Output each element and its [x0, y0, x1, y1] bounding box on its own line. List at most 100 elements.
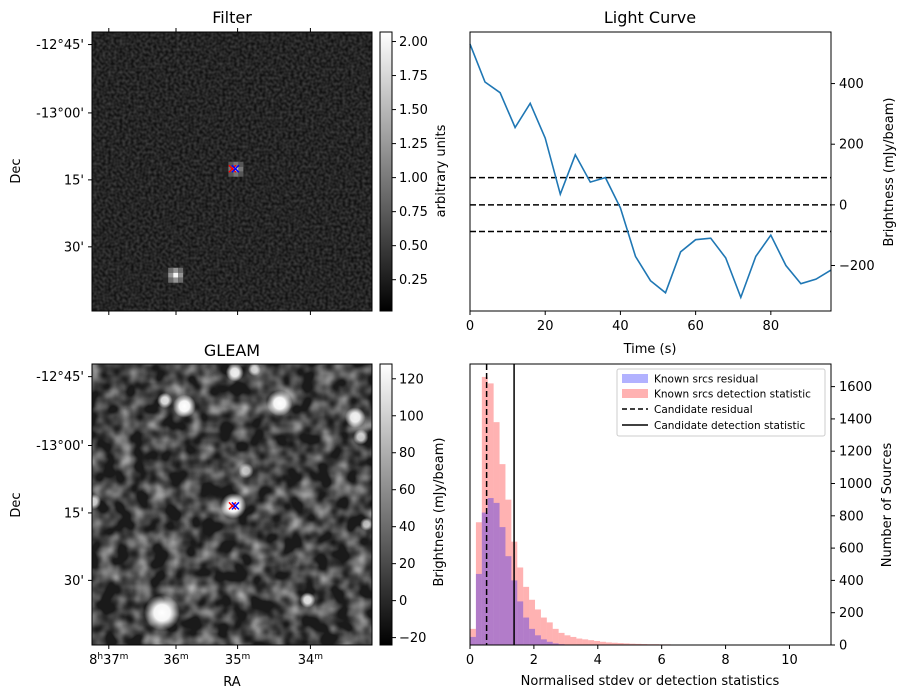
legend-label-candidate-residual: Candidate residual [654, 404, 753, 416]
histogram-bar-residual-13 [546, 641, 553, 645]
histogram-bar-detection-19 [582, 639, 589, 645]
histogram-bar-residual-6 [505, 556, 512, 645]
histogram-ytick-label-0: 0 [839, 639, 847, 654]
histogram-ytick-label-2: 400 [839, 574, 864, 589]
light-curve-xlabel: Time (s) [623, 342, 677, 357]
gleam-source-7 [238, 463, 254, 479]
histogram-bar-detection-20 [588, 640, 595, 645]
filter-ytick-label-0: -12°45' [36, 38, 84, 53]
histogram-bar-detection-1 [475, 522, 482, 645]
gleam-source-3 [266, 390, 293, 417]
filter-marker-red-x [228, 164, 237, 173]
histogram-bar-residual-14 [552, 643, 559, 645]
gleam-source-2 [172, 394, 196, 418]
filter-ytick-label-2: 15' [64, 173, 84, 188]
gleam-source-5 [344, 407, 366, 428]
filter-colorbar-label: arbitrary units [434, 124, 449, 217]
gleam-cb-tick-label-6: 100 [399, 409, 424, 424]
gleam-axes-frame [91, 363, 373, 646]
legend-label-candidate-detection: Candidate detection statistic [654, 420, 806, 432]
filter-cb-tick-label-2: 0.75 [399, 205, 428, 220]
histogram-bar-residual-9 [523, 617, 530, 645]
gleam-xtick-label-0: 8h37m [89, 652, 128, 668]
histogram-axes-frame [469, 363, 832, 646]
light-curve-xtick-label-0: 0 [466, 319, 474, 334]
histogram-ytick-label-3: 600 [839, 542, 864, 557]
gleam-cb-tick-label-0: −20 [399, 631, 426, 646]
light-curve-series-line [469, 43, 832, 300]
gleam-image [92, 364, 372, 645]
filter-image [92, 32, 372, 311]
filter-cb-tick-label-7: 2.00 [399, 35, 428, 50]
gleam-source-1 [144, 594, 180, 631]
histogram-bar-residual-11 [535, 635, 541, 645]
histogram-xtick-label-5: 10 [781, 653, 798, 668]
gleam-source-0 [220, 493, 247, 519]
light-curve-panel: Light Curve 0 20 40 60 80 −200 0 200 400 Time (… [466, 8, 897, 357]
light-curve-ytick-label-1: 0 [839, 198, 847, 213]
light-curve-xtick-label-4: 80 [763, 319, 780, 334]
histogram-bar-detection-16 [564, 635, 571, 645]
histogram-bar-detection-9 [523, 586, 530, 645]
light-curve-title: Light Curve [604, 8, 696, 27]
histogram-xlabel: Normalised stdev or detection statistics [521, 674, 780, 689]
gleam-panel: GLEAM Dec RA -12°45' -13°00' 15' 30' 8h37m 3… [9, 341, 447, 690]
light-curve-xtick-label-3: 60 [687, 319, 704, 334]
legend-label-detection: Known srcs detection statistic [654, 389, 811, 401]
gleam-xtick-label-2: 35m [225, 652, 250, 668]
histogram-xtick-label-2: 4 [594, 653, 602, 668]
histogram-bar-detection-4 [493, 422, 500, 645]
legend-swatch-detection [622, 389, 648, 398]
histogram-bar-detection-11 [535, 609, 541, 645]
histogram-bar-detection-14 [552, 628, 559, 645]
histogram-legend: Known srcs residual Known srcs detection… [616, 368, 826, 437]
filter-cb-tick-label-0: 0.25 [399, 273, 428, 288]
light-curve-ytick-label-3: 400 [839, 77, 864, 92]
filter-axes-frame [91, 31, 373, 312]
histogram-xtick-label-3: 6 [658, 653, 666, 668]
gleam-source-6 [157, 392, 173, 409]
histogram-ytick-label-5: 1000 [839, 477, 872, 492]
histogram-bar-detection-23 [605, 642, 612, 645]
gleam-ytick-label-2: 15' [64, 506, 84, 521]
gleam-cb-tick-label-7: 120 [399, 372, 424, 387]
gleam-source-10 [92, 494, 102, 510]
histogram-bar-detection-25 [617, 643, 624, 645]
histogram-xtick-label-4: 8 [721, 653, 729, 668]
histogram-bar-residual-1 [475, 573, 482, 645]
histogram-bar-detection-28 [635, 643, 642, 645]
histogram-bar-detection-18 [576, 638, 583, 645]
histogram-bar-residual-3 [487, 498, 494, 645]
gleam-marker-blue-x [231, 501, 240, 510]
filter-cb-tick-label-6: 1.75 [399, 69, 428, 84]
gleam-source-11 [248, 364, 261, 377]
gleam-ytick-label-3: 30' [64, 574, 84, 589]
gleam-ytick-label-1: -13°00' [36, 439, 84, 454]
histogram-bar-residual-12 [540, 639, 547, 645]
gleam-ylabel: Dec [9, 492, 24, 517]
histogram-bar-detection-2 [481, 376, 488, 645]
gleam-xtick-label-1: 36m [163, 652, 188, 668]
gleam-xtick-label-3: 34m [298, 652, 323, 668]
filter-cb-tick-label-5: 1.50 [399, 103, 428, 118]
filter-ytick-label-3: 30' [64, 240, 84, 255]
histogram-bar-detection-6 [505, 499, 512, 645]
histogram-bar-detection-10 [529, 599, 536, 645]
filter-title: Filter [212, 8, 252, 27]
gleam-cb-tick-label-1: 0 [399, 594, 407, 609]
histogram-bar-residual-0 [470, 636, 476, 645]
histogram-bar-detection-15 [558, 632, 565, 645]
light-curve-ytick-label-0: −200 [839, 259, 875, 274]
gleam-colorbar [379, 363, 393, 646]
filter-cb-tick-label-1: 0.50 [399, 239, 428, 254]
histogram-ytick-label-4: 800 [839, 509, 864, 524]
histogram-bar-detection-8 [517, 567, 524, 645]
histogram-bar-detection-21 [594, 640, 601, 645]
light-curve-axes-frame [469, 31, 832, 312]
gleam-cb-tick-label-5: 80 [399, 446, 416, 461]
gleam-source-12 [360, 517, 372, 531]
gleam-cb-tick-label-4: 60 [399, 483, 416, 498]
histogram-bar-detection-3 [487, 383, 494, 645]
filter-panel: Filter Dec -12°45' -13°00' 15' 30' 0.25 0.50… [9, 8, 449, 315]
light-curve-xtick-label-1: 20 [537, 319, 554, 334]
